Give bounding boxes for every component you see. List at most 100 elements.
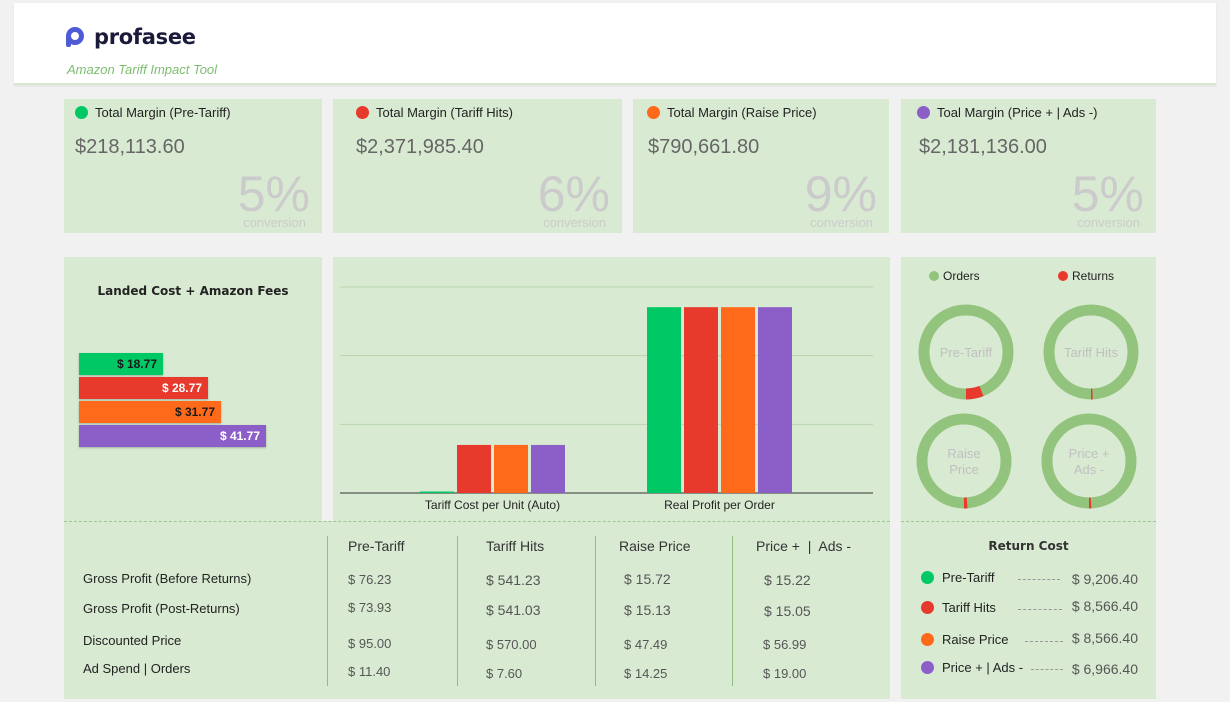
donut-orders-arc bbox=[916, 413, 1012, 509]
brand-logo[interactable]: profasee bbox=[64, 25, 196, 49]
return-cost-row: Tariff Hits bbox=[921, 600, 996, 615]
series-dot-icon bbox=[921, 661, 934, 674]
leader-line bbox=[1025, 641, 1063, 642]
donut-label: Price + bbox=[1069, 446, 1110, 461]
landed-cost-bar: $ 18.77 bbox=[79, 353, 163, 375]
kpi-card-raise-price: Total Margin (Raise Price) $790,661.80 9… bbox=[633, 99, 889, 233]
table-cell: $ 541.23 bbox=[486, 572, 541, 588]
kpi-conversion-label: conversion bbox=[543, 215, 606, 230]
table-cell: $ 56.99 bbox=[763, 637, 807, 652]
profit-table: Pre-Tariff Tariff Hits Raise Price Price… bbox=[64, 521, 890, 699]
table-divider bbox=[732, 536, 733, 686]
kpi-title-text: Total Margin (Pre-Tariff) bbox=[95, 105, 231, 120]
kpi-value: $2,181,136.00 bbox=[919, 136, 1047, 158]
page-subtitle: Amazon Tariff Impact Tool bbox=[67, 62, 218, 77]
donut-orders-arc bbox=[1041, 413, 1137, 509]
kpi-value: $218,113.60 bbox=[75, 136, 185, 158]
donut-chart: Pre-Tariff bbox=[918, 304, 1014, 400]
donut-returns-arc bbox=[1043, 304, 1139, 400]
orders-dot-icon bbox=[929, 271, 939, 281]
series-dot-icon bbox=[917, 106, 930, 119]
donut-label: Ads - bbox=[1074, 462, 1104, 477]
brand-name: profasee bbox=[94, 25, 196, 49]
return-cost-label: Pre-Tariff bbox=[942, 570, 995, 585]
leader-line bbox=[1018, 579, 1060, 580]
profasee-logo-icon bbox=[66, 27, 84, 47]
return-cost-label: Tariff Hits bbox=[942, 600, 996, 615]
kpi-title-text: Toal Margin (Price + | Ads -) bbox=[937, 105, 1098, 120]
kpi-card-tariff-hits: Total Margin (Tariff Hits) $2,371,985.40… bbox=[333, 99, 622, 233]
profit-bar-chart: Tariff Cost per Unit (Auto) Real Profit p… bbox=[333, 257, 890, 521]
landed-cost-bar: $ 31.77 bbox=[79, 401, 221, 423]
return-cost-row: Price + | Ads - bbox=[921, 660, 1023, 675]
row-label: Discounted Price bbox=[83, 633, 182, 648]
return-cost-label: Raise Price bbox=[942, 632, 1009, 647]
column-header: Tariff Hits bbox=[486, 538, 545, 554]
kpi-title: Total Margin (Tariff Hits) bbox=[356, 105, 513, 120]
table-cell: $ 47.49 bbox=[624, 637, 668, 652]
return-cost-title: Return Cost bbox=[988, 539, 1069, 553]
series-dot-icon bbox=[75, 106, 88, 119]
series-dot-icon bbox=[356, 106, 369, 119]
kpi-conversion-label: conversion bbox=[810, 215, 873, 230]
table-cell: $ 73.93 bbox=[348, 600, 392, 615]
donut-returns-arc bbox=[1041, 413, 1137, 509]
orders-returns-donuts: Orders Returns Pre-Tariff Tariff Hits Rais… bbox=[901, 257, 1156, 521]
donut-label: Pre-Tariff bbox=[940, 345, 993, 360]
landed-cost-title: Landed Cost + Amazon Fees bbox=[97, 284, 289, 298]
bar bbox=[684, 307, 718, 493]
return-cost-value: $ 8,566.40 bbox=[1071, 598, 1138, 614]
table-cell: $ 76.23 bbox=[348, 572, 392, 587]
legend-returns: Returns bbox=[1058, 269, 1114, 283]
table-cell: $ 15.72 bbox=[624, 571, 671, 587]
return-cost-panel: Return Cost Pre-Tariff $ 9,206.40 Tariff… bbox=[901, 521, 1156, 699]
kpi-conversion-pct: 5% bbox=[237, 166, 310, 222]
return-cost-value: $ 8,566.40 bbox=[1071, 630, 1138, 646]
leader-line bbox=[1018, 609, 1062, 610]
table-cell: $ 95.00 bbox=[348, 636, 392, 651]
column-header: Pre-Tariff bbox=[348, 538, 405, 554]
column-header: Raise Price bbox=[619, 538, 691, 554]
table-cell: $ 15.13 bbox=[624, 602, 671, 618]
bar bbox=[721, 307, 755, 493]
return-cost-row: Raise Price bbox=[921, 632, 1008, 647]
series-dot-icon bbox=[647, 106, 660, 119]
kpi-conversion-label: conversion bbox=[1077, 215, 1140, 230]
table-divider bbox=[327, 536, 328, 686]
table-cell: $ 11.40 bbox=[348, 664, 391, 679]
series-dot-icon bbox=[921, 633, 934, 646]
bar bbox=[758, 307, 792, 493]
bar bbox=[647, 307, 681, 493]
table-cell: $ 7.60 bbox=[486, 666, 523, 681]
kpi-card-pre-tariff: Total Margin (Pre-Tariff) $218,113.60 5%… bbox=[64, 99, 322, 233]
x-tick-label: Real Profit per Order bbox=[664, 498, 775, 512]
kpi-title: Toal Margin (Price + | Ads -) bbox=[917, 105, 1098, 120]
row-label: Gross Profit (Before Returns) bbox=[83, 571, 252, 586]
landed-cost-bar: $ 41.77 bbox=[79, 425, 266, 447]
table-cell: $ 19.00 bbox=[763, 666, 807, 681]
kpi-title: Total Margin (Raise Price) bbox=[647, 105, 817, 120]
landed-cost-chart: Landed Cost + Amazon Fees $ 18.77 $ 28.77… bbox=[64, 257, 322, 521]
kpi-title-text: Total Margin (Tariff Hits) bbox=[376, 105, 514, 120]
kpi-conversion-pct: 6% bbox=[537, 166, 610, 222]
series-dot-icon bbox=[921, 571, 934, 584]
legend-orders-label: Orders bbox=[943, 269, 980, 283]
returns-dot-icon bbox=[1058, 271, 1068, 281]
return-cost-value: $ 6,966.40 bbox=[1071, 661, 1138, 677]
app-header: profasee Amazon Tariff Impact Tool bbox=[14, 3, 1216, 85]
kpi-title-text: Total Margin (Raise Price) bbox=[667, 105, 817, 120]
donut-returns-arc bbox=[916, 413, 1012, 509]
return-cost-row: Pre-Tariff bbox=[921, 570, 995, 585]
row-label: Ad Spend | Orders bbox=[83, 661, 191, 676]
table-divider bbox=[457, 536, 458, 686]
table-divider bbox=[595, 536, 596, 686]
x-tick-label: Tariff Cost per Unit (Auto) bbox=[425, 498, 560, 512]
kpi-card-price-ads: Toal Margin (Price + | Ads -) $2,181,136… bbox=[901, 99, 1156, 233]
kpi-value: $2,371,985.40 bbox=[356, 136, 484, 158]
donut-chart: Tariff Hits bbox=[1043, 304, 1139, 400]
leader-line bbox=[1031, 669, 1063, 670]
series-dot-icon bbox=[921, 601, 934, 614]
legend-orders: Orders bbox=[929, 269, 980, 283]
profit-bar-chart-svg: Tariff Cost per Unit (Auto) Real Profit p… bbox=[340, 286, 873, 512]
